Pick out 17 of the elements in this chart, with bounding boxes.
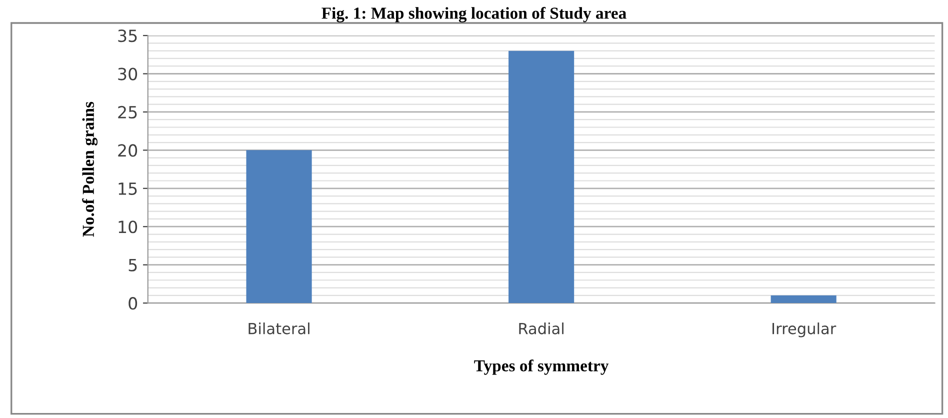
x-tick-label: Bilateral — [248, 322, 310, 334]
y-tick-label: 0 — [128, 297, 138, 310]
x-tick-label: Radial — [519, 322, 564, 334]
y-tick-label: 30 — [118, 68, 138, 80]
y-tick-label: 25 — [118, 106, 137, 119]
x-axis-title: Types of symmetry — [474, 360, 609, 375]
y-axis-title: No.of Pollen grains — [82, 102, 98, 237]
x-tick-label: Irregular — [772, 322, 836, 338]
y-tick-label: 5 — [128, 259, 137, 272]
y-tick-label: 10 — [118, 220, 138, 234]
bar — [246, 150, 312, 304]
chart-title: Fig. 1: Map showing location of Study area — [322, 6, 626, 22]
y-tick-label: 15 — [118, 182, 137, 195]
y-tick-label: 35 — [118, 29, 137, 42]
y-tick-label: 20 — [118, 144, 138, 157]
bar — [508, 50, 574, 304]
bar — [770, 295, 836, 304]
